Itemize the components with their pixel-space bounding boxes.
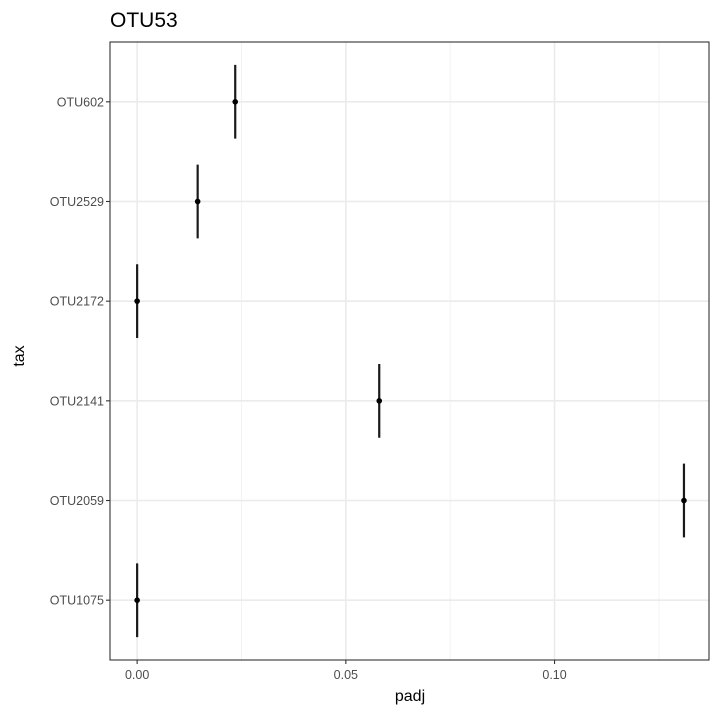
chart-title: OTU53: [110, 9, 178, 32]
grid: [110, 42, 709, 660]
point-otu1075: [134, 597, 140, 603]
point-otu2529: [194, 198, 201, 205]
y-tick-label-otu2141: OTU2141: [50, 394, 104, 408]
x-tick-label: 0.10: [542, 668, 566, 682]
data-marks: [134, 64, 687, 638]
panel-border: [109, 41, 710, 661]
x-tick-label: 0.05: [334, 668, 358, 682]
x-tick-label: 0.00: [125, 668, 149, 682]
y-tick-label-otu2172: OTU2172: [50, 295, 104, 309]
y-tick-label-otu602: OTU602: [57, 95, 104, 109]
y-tick-label-otu2059: OTU2059: [50, 494, 104, 508]
y-axis-title: tax: [11, 345, 28, 366]
y-tick-label-otu2529: OTU2529: [50, 195, 104, 209]
x-axis-title: padj: [395, 688, 425, 705]
point-otu602: [232, 99, 239, 105]
y-tick-label-otu1075: OTU1075: [50, 594, 104, 608]
axes: 0.00 0.05 0.10 OTU1075 OTU2059 OTU2141 OTU2172…: [50, 95, 567, 682]
point-otu2172: [134, 298, 140, 304]
point-otu2059: [681, 497, 687, 504]
point-otu2141: [376, 398, 383, 404]
